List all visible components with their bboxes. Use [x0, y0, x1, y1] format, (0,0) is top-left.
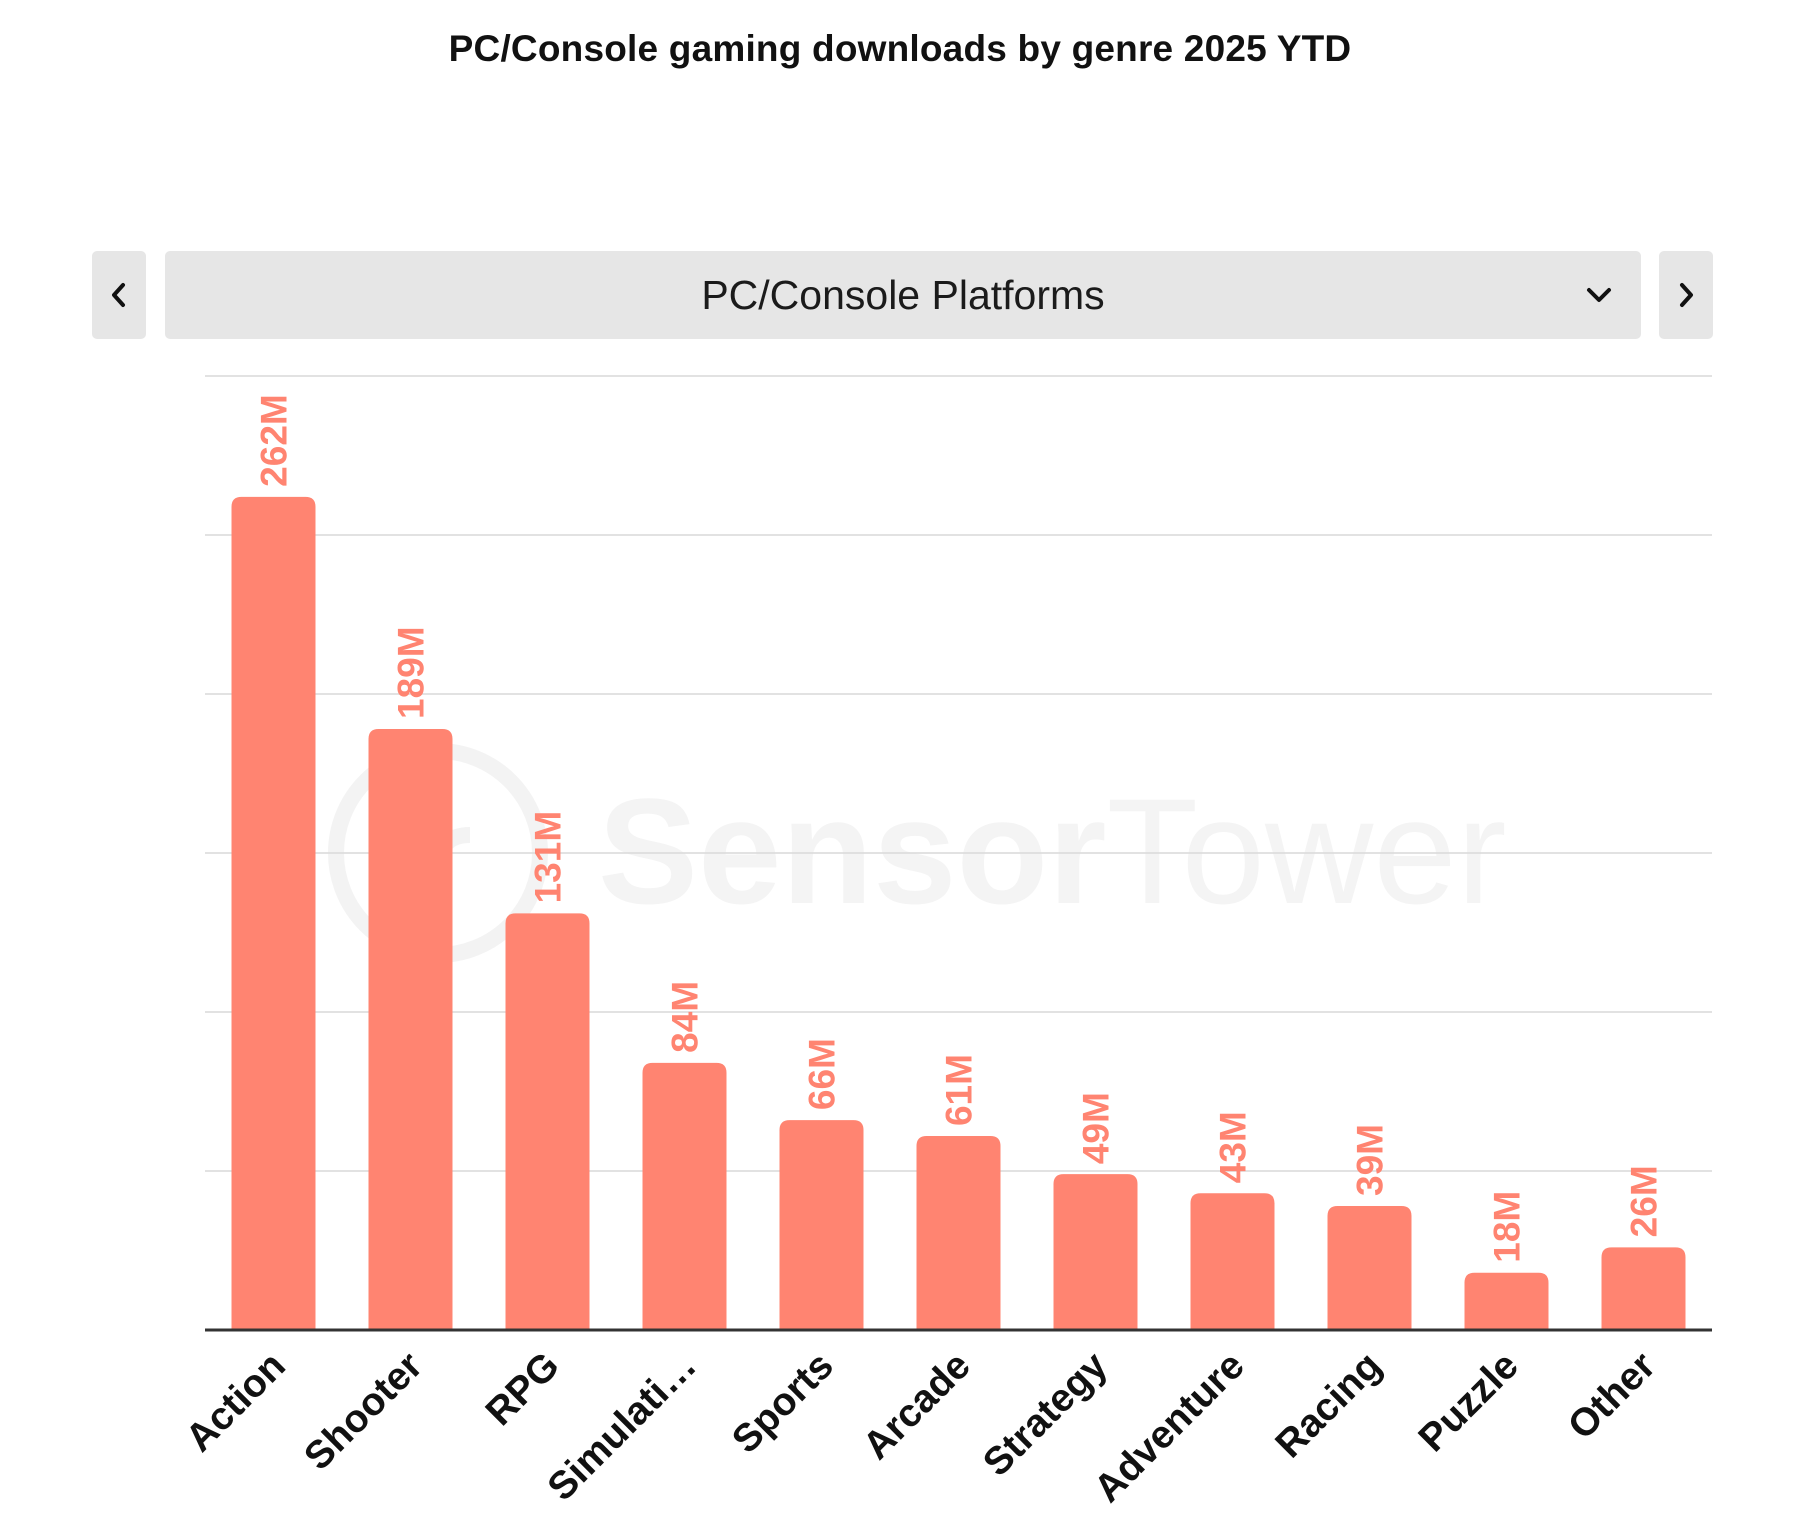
bar-value-label: 61M	[939, 1054, 980, 1126]
category-label: Adventure	[1086, 1344, 1253, 1511]
bar-value-label: 18M	[1487, 1191, 1528, 1263]
bar-adventure[interactable]	[1190, 1193, 1275, 1330]
watermark-brand-light: Tower	[1107, 767, 1507, 935]
bar-puzzle[interactable]	[1464, 1272, 1549, 1330]
bar-value-label: 131M	[528, 811, 569, 904]
bar-shooter[interactable]	[368, 728, 453, 1330]
bar-strategy[interactable]	[1053, 1174, 1138, 1330]
previous-button[interactable]	[92, 251, 146, 339]
watermark: SensorTower	[328, 743, 1507, 963]
chevron-down-icon	[1587, 288, 1611, 302]
bar-value-label: 189M	[391, 626, 432, 719]
category-label: Arcade	[855, 1344, 979, 1468]
bars	[231, 496, 1686, 1331]
bar-value-label: 84M	[665, 981, 706, 1053]
bar-value-label: 49M	[1076, 1092, 1117, 1164]
bar-value-label: 39M	[1350, 1124, 1391, 1196]
category-label: Strategy	[975, 1344, 1116, 1485]
bar-value-label: 262M	[254, 394, 295, 487]
category-label: Action	[178, 1344, 294, 1460]
category-label: Shooter	[296, 1344, 431, 1479]
bar-value-label: 66M	[802, 1038, 843, 1110]
bar-arcade[interactable]	[916, 1136, 1001, 1330]
bar-other[interactable]	[1601, 1247, 1686, 1330]
category-label: Puzzle	[1411, 1344, 1527, 1460]
bar-rpg[interactable]	[505, 913, 590, 1330]
bar-action[interactable]	[231, 496, 316, 1331]
category-label: RPG	[478, 1344, 568, 1434]
platform-dropdown[interactable]: PC/Console Platforms	[165, 251, 1641, 339]
chevron-right-icon	[1680, 283, 1693, 307]
bar-sports[interactable]	[779, 1120, 864, 1330]
chart-title: PC/Console gaming downloads by genre 202…	[448, 28, 1352, 69]
bar-simulati[interactable]	[642, 1062, 727, 1330]
bar-value-label: 26M	[1624, 1165, 1665, 1237]
bar-value-label: 43M	[1213, 1111, 1254, 1183]
category-label: Other	[1560, 1344, 1664, 1448]
chevron-left-icon	[112, 283, 125, 307]
next-button[interactable]	[1659, 251, 1713, 339]
category-label: Racing	[1268, 1344, 1390, 1466]
category-label: Simulati…	[540, 1344, 705, 1509]
svg-text:SensorTower: SensorTower	[598, 767, 1507, 935]
value-labels: 262M 189M 131M 84M 66M 61M 49M 43M 39M 18M 26M	[254, 394, 1665, 1262]
category-label: Sports	[724, 1344, 842, 1462]
watermark-brand-bold: Sensor	[598, 767, 1107, 935]
bar-racing[interactable]	[1327, 1205, 1412, 1330]
platform-dropdown-label: PC/Console Platforms	[701, 272, 1105, 318]
